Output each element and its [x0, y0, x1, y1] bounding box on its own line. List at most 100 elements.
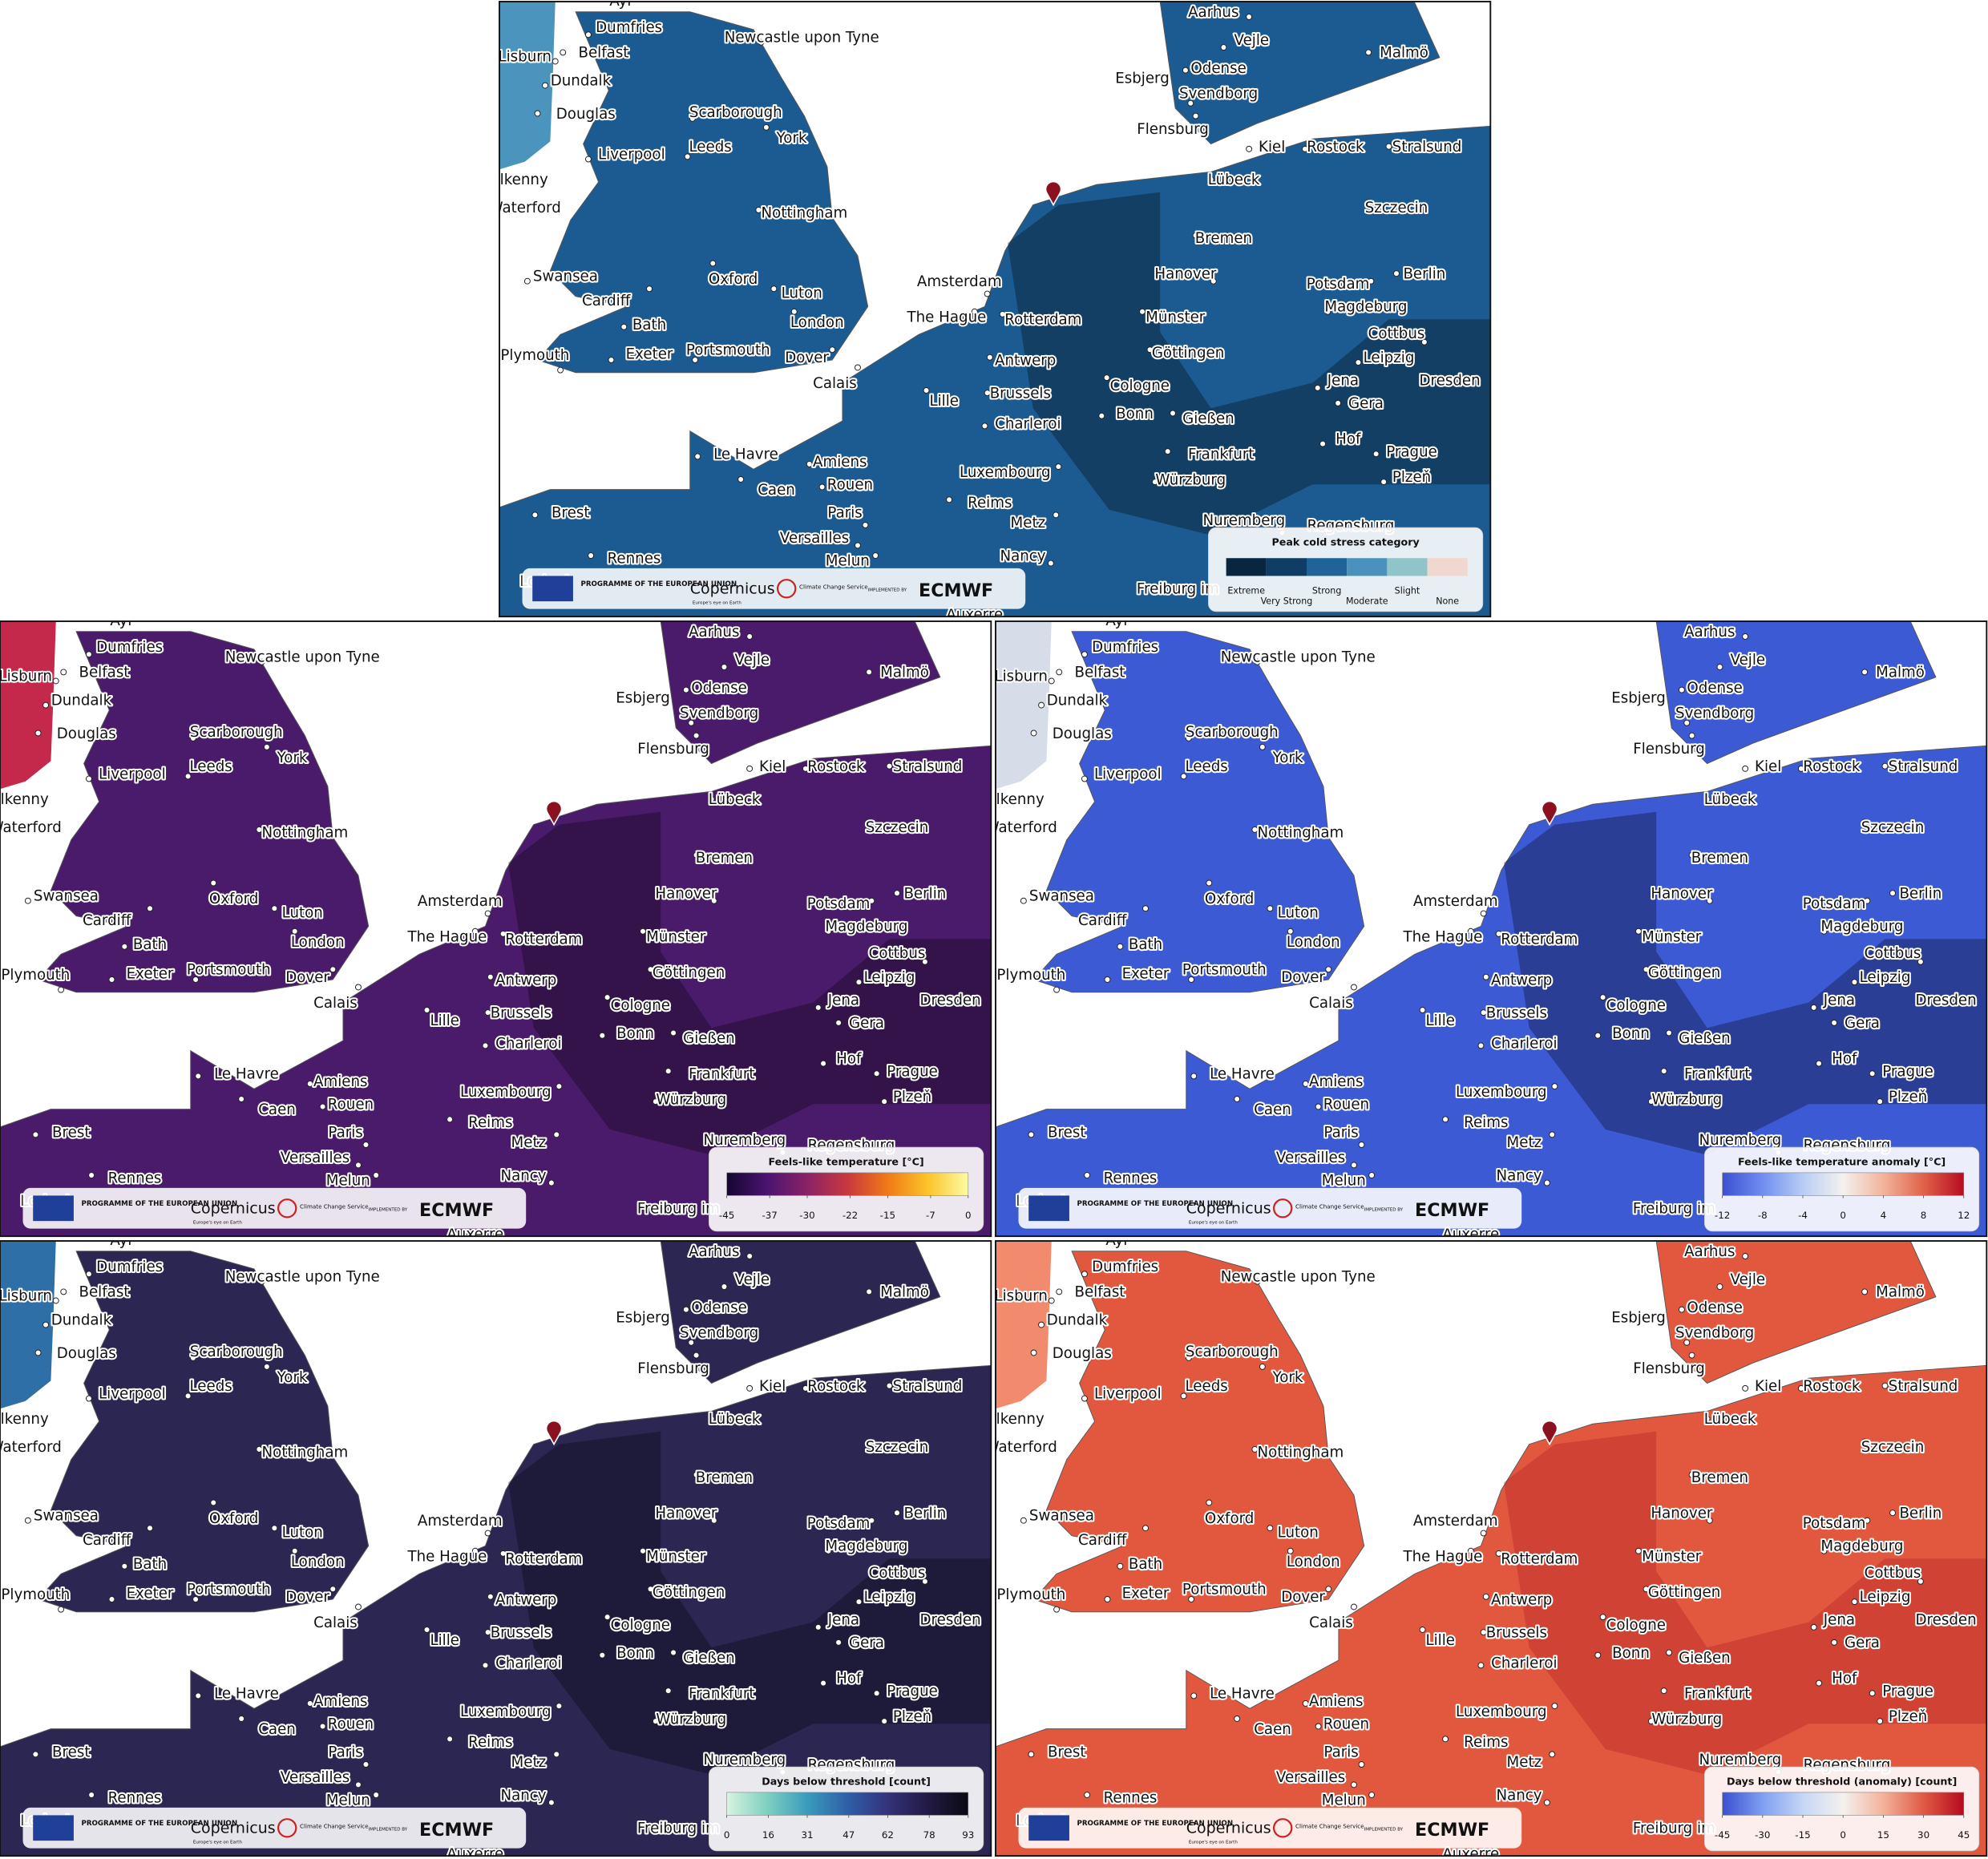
city-dot [256, 1445, 263, 1453]
city-dot [108, 1596, 115, 1602]
city-label: Plymouth [996, 967, 1065, 984]
city-label: Aarhus [689, 624, 739, 641]
city-label: Douglas [57, 1345, 116, 1362]
ecmwf-logo: ECMWF [1415, 1200, 1489, 1221]
city-label: Rotterdam [505, 1551, 582, 1568]
city-dot [1703, 795, 1711, 802]
map-panel: Ayr Dumfries Newcastle upon Tyne Lisburn Bel… [995, 1240, 1988, 1857]
city-dot [1185, 1354, 1192, 1361]
c3s-text: Climate Change Service [1295, 1202, 1364, 1210]
city-dot [647, 966, 654, 973]
city-dot [1810, 1004, 1817, 1011]
city-dot [1182, 67, 1189, 74]
city-label: Odense [691, 680, 746, 697]
legend-label: Strong [1312, 586, 1342, 596]
city-dot [894, 1509, 900, 1517]
city-dot [1259, 1363, 1266, 1370]
city-label: Amsterdam [917, 273, 1002, 290]
city-dot [1254, 658, 1261, 665]
city-dot [1420, 338, 1428, 346]
city-label: Flensburg [637, 1360, 709, 1377]
city-label: Stralsund [1392, 139, 1462, 156]
city-label: Scarborough [689, 104, 782, 121]
c3s-icon [1273, 1818, 1293, 1838]
city-dot [238, 1715, 245, 1722]
city-label: Dresden [1420, 373, 1481, 390]
map-panel: Ayr Dumfries Newcastle upon Tyne Lisburn Bel… [995, 620, 1988, 1238]
city-label: Gießen [683, 1030, 735, 1047]
city-dot [1599, 1614, 1606, 1621]
city-label: Bath [133, 1556, 167, 1573]
city-label: Magdeburg [1820, 1538, 1903, 1555]
city-label: Berlin [1899, 1505, 1942, 1522]
city-label: Swansea [34, 888, 99, 905]
city-dot [34, 1349, 42, 1356]
city-label: Nottingham [762, 204, 848, 221]
city-label: Magdeburg [825, 1538, 907, 1555]
land-region [37, 631, 370, 993]
city-label: Aarhus [1188, 4, 1238, 21]
city-dot [866, 818, 873, 826]
city-label: Metz [511, 1754, 547, 1771]
city-label: Reims [468, 1114, 512, 1131]
city-label: Malmö [880, 1284, 929, 1301]
city-dot [1594, 1651, 1602, 1659]
city-label: Frankfurt [1188, 447, 1255, 463]
city-label: Flensburg [637, 741, 709, 758]
city-dot [682, 1306, 689, 1313]
city-dot [1477, 1662, 1485, 1669]
city-dot [1210, 277, 1217, 285]
city-label: Cardiff [83, 1532, 131, 1549]
city-label: Aarhus [1684, 1243, 1735, 1260]
city-dot [1324, 308, 1331, 315]
city-dot [548, 1179, 555, 1186]
city-dot [710, 897, 717, 904]
city-dot [355, 1162, 362, 1169]
city-label: Calais [313, 995, 358, 1012]
city-dot [640, 927, 646, 935]
city-label: London [291, 934, 345, 951]
city-dot [258, 1278, 265, 1285]
city-label: Oxford [209, 891, 258, 907]
city-label: Würzburg [1651, 1711, 1722, 1728]
copernicus-sub: Europe's eye on Earth [193, 1840, 242, 1845]
city-label: Brest [52, 1125, 90, 1142]
city-dot [855, 979, 863, 986]
intense-region [1504, 811, 1987, 1155]
city-label: Szczecin [1861, 1439, 1925, 1456]
eu-flag [1028, 1195, 1069, 1222]
city-label: Caen [758, 482, 795, 499]
city-label: Plzeň [893, 1089, 931, 1105]
copernicus-sub: Europe's eye on Earth [193, 1220, 242, 1225]
city-label: Münster [646, 1548, 706, 1565]
land-region [660, 1241, 941, 1384]
city-label: Prague [1882, 1063, 1933, 1080]
city-label: Metz [1011, 515, 1046, 531]
c3s-icon [777, 579, 797, 599]
city-dot [921, 958, 928, 965]
legend-tick-label: 8 [1921, 1210, 1927, 1221]
city-label: Douglas [1053, 725, 1112, 742]
legend-tick-label: 0 [724, 1829, 730, 1841]
city-dot [825, 1547, 832, 1554]
city-label: Rennes [1104, 1170, 1158, 1187]
city-dot [195, 1692, 202, 1699]
city-label: Calais [1309, 1615, 1353, 1631]
city-label: Esbjerg [616, 1309, 670, 1326]
city-label: London [790, 314, 844, 331]
city-dot [709, 260, 717, 267]
city-label: Plymouth [500, 347, 569, 364]
city-dot [487, 973, 494, 980]
city-label: Bremen [696, 1469, 753, 1486]
city-dot [1098, 412, 1105, 419]
city-dot [1380, 479, 1388, 486]
land-region [0, 1364, 992, 1857]
city-dot [1861, 1288, 1869, 1295]
city-dot [1117, 943, 1124, 950]
city-dot [1302, 1080, 1309, 1087]
city-label: Leipzig [1860, 1589, 1911, 1606]
legend: Days below threshold (anomaly) [count] -4… [1704, 1766, 1980, 1852]
city-label: Le Havre [1210, 1686, 1275, 1703]
city-dot [1084, 1172, 1091, 1179]
